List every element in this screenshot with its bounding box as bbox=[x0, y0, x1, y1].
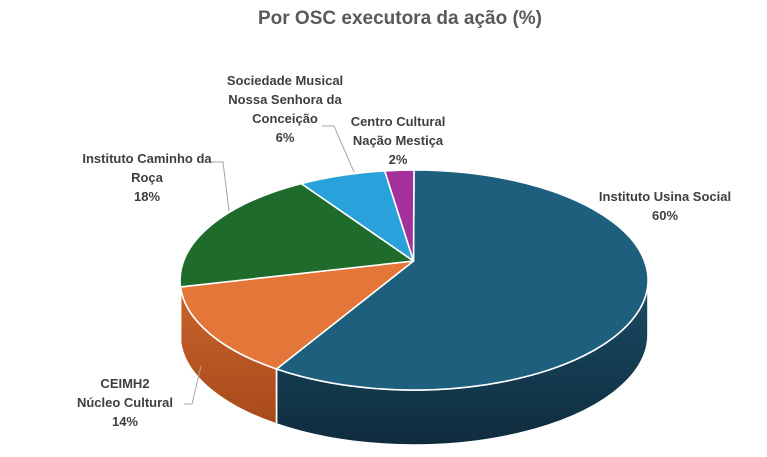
slice-label-line: Núcleo Cultural bbox=[76, 395, 174, 410]
slice-label-4: Sociedade Musical Nossa Senhora da Conceiç… bbox=[227, 71, 343, 147]
slice-label-line: 18% bbox=[133, 189, 161, 204]
slice-label-line: 2% bbox=[388, 152, 408, 167]
pie-slice-1[interactable] bbox=[275, 169, 649, 391]
slice-label-line: Conceição bbox=[252, 111, 318, 126]
slice-label-2: CEIMH2 Núcleo Cultural 14% bbox=[77, 374, 173, 431]
slice-label-line: Instituto Caminho da bbox=[82, 151, 212, 166]
chart-title: Por OSC executora da ação (%) bbox=[257, 8, 543, 29]
leader-line bbox=[212, 161, 230, 212]
slice-label-line: 6% bbox=[275, 130, 295, 145]
pie-slice-3[interactable] bbox=[179, 182, 415, 288]
leader-line bbox=[322, 125, 355, 173]
slice-label-line: Centro Cultural bbox=[350, 114, 446, 129]
slice-label-5: Centro Cultural Nação Mestiça 2% bbox=[351, 112, 446, 169]
slice-label-3: Instituto Caminho da Roça 18% bbox=[82, 149, 211, 206]
slice-label-line: CEIMH2 bbox=[100, 376, 150, 391]
slice-label-line: Instituto Usina Social bbox=[598, 189, 732, 204]
slice-label-line: 14% bbox=[111, 414, 139, 429]
slice-label-line: Roça bbox=[131, 170, 163, 185]
slice-label-line: 60% bbox=[651, 208, 679, 223]
slice-label-1: Instituto Usina Social 60% bbox=[599, 187, 731, 225]
pie-slice-5[interactable] bbox=[383, 169, 415, 262]
slice-label-line: Sociedade Musical bbox=[226, 73, 344, 88]
slice-label-line: Nação Mestiça bbox=[352, 133, 444, 148]
pie-slice-2[interactable] bbox=[179, 260, 415, 370]
slice-label-line: Nossa Senhora da bbox=[228, 92, 342, 107]
leader-line bbox=[184, 365, 202, 405]
